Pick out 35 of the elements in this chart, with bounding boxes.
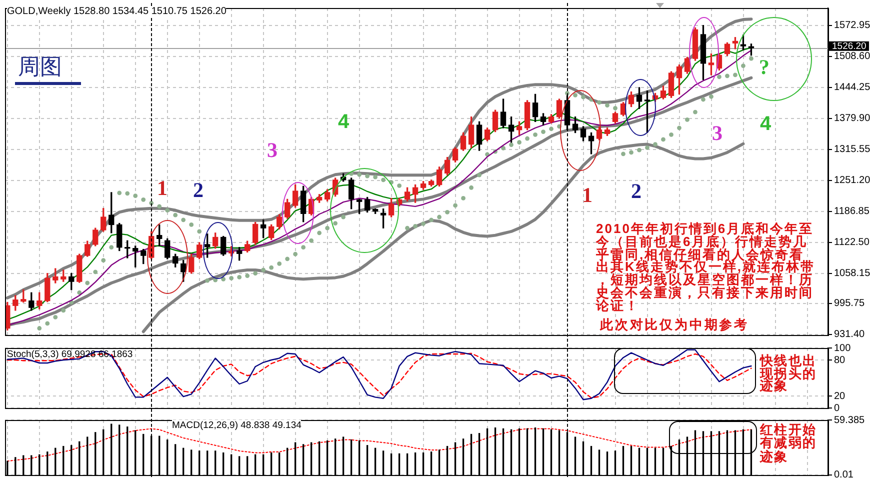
annotation: 3 bbox=[267, 138, 278, 163]
y-tick-label: 1122.50 bbox=[834, 237, 870, 248]
text: 4 bbox=[760, 113, 772, 136]
ref-line-label: 1526.20 bbox=[832, 40, 866, 52]
text: 快线也出现拐头的迹象 bbox=[760, 353, 818, 393]
y-tick-label: 1058.15 bbox=[834, 268, 870, 280]
y-tick-label: 80 bbox=[834, 354, 846, 366]
y-tick-label: 0.01 bbox=[834, 470, 854, 481]
y-tick-label: 1508.60 bbox=[834, 51, 870, 62]
y-tick-label: 1379.90 bbox=[834, 113, 870, 124]
chart-title: MACD(12,26,9) 48.838 49.134 bbox=[172, 420, 302, 431]
text: ? bbox=[759, 55, 770, 80]
annotation: 4 bbox=[338, 111, 350, 134]
y-tick-label: 0 bbox=[834, 402, 840, 414]
y-tick-label: 1251.20 bbox=[834, 175, 870, 186]
text: 周图 bbox=[15, 51, 81, 85]
y-tick-label: 1315.55 bbox=[834, 144, 870, 156]
y-tick-label: 100 bbox=[834, 342, 852, 354]
annotation: 1 bbox=[157, 176, 168, 201]
text: 红柱开始有减弱的迹象 bbox=[760, 422, 818, 464]
y-tick-label: 59.385 bbox=[834, 414, 866, 426]
line-series bbox=[6, 428, 752, 462]
annotation: 1 bbox=[582, 183, 592, 208]
chart-subtitle: GOLD,Weekly 1528.80 1534.45 1510.75 1526.20 bbox=[7, 6, 226, 18]
annotation: 此次对比仅为中期参考 bbox=[600, 317, 749, 332]
y-tick-label: 1572.95 bbox=[834, 20, 870, 32]
y-tick-label: 995.75 bbox=[834, 298, 866, 310]
y-tick-label: 20 bbox=[834, 390, 846, 402]
y-tick-label: 1444.25 bbox=[834, 82, 870, 94]
annotation: 2 bbox=[631, 179, 642, 204]
y-tick-label: 931.40 bbox=[834, 329, 866, 340]
annotation: 2010年年初行情到6月底和今年至今（目前也是6月底）行情走势几乎雷同,相信仔细看的人会惊奇看出其K线走势不仅一样,就连布林带，短期均线以及星空图都一样！历史会不会重演，只有接下来用时间论证！ bbox=[596, 221, 816, 313]
annotation: 3 bbox=[712, 121, 722, 146]
annotation: 2 bbox=[193, 178, 204, 203]
y-tick-label: 1186.85 bbox=[834, 206, 870, 218]
